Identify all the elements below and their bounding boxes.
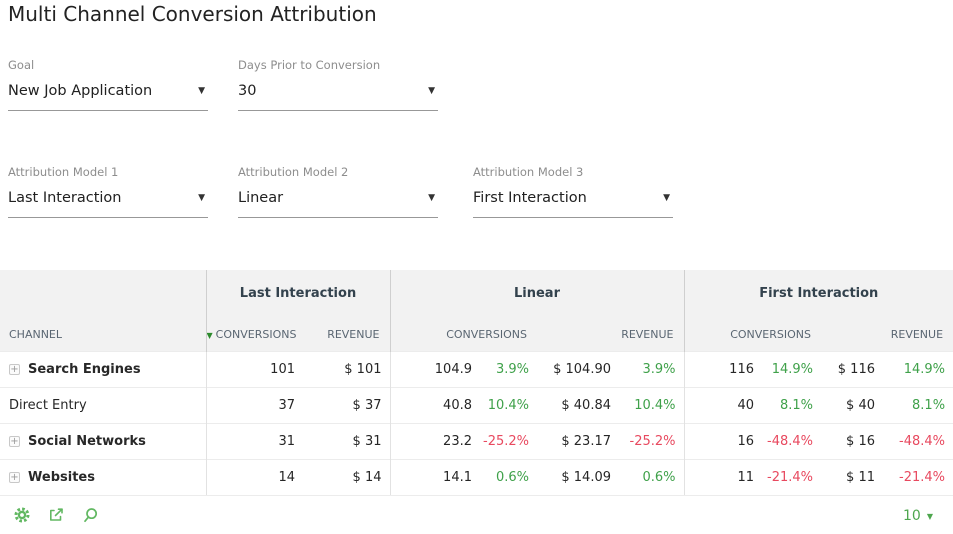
attribution-model-3-value: First Interaction — [473, 190, 587, 206]
linear-conversions-value: 14.1 — [389, 458, 480, 496]
first-revenue-evolution: -48.4% — [883, 422, 953, 459]
linear-conversions-evolution: 0.6% — [480, 458, 537, 496]
rows-per-page-value: 10 — [903, 508, 921, 524]
days-prior-select-value: 30 — [238, 83, 257, 99]
chevron-down-icon: ▼ — [198, 193, 205, 203]
goal-select-label: Goal — [8, 58, 35, 72]
group-title-first-interaction: First Interaction — [683, 270, 953, 316]
group-title-last-interaction: Last Interaction — [205, 270, 390, 316]
channel-name: Search Engines — [28, 361, 141, 377]
attribution-model-2-select[interactable]: Attribution Model 2 Linear ▼ — [238, 165, 438, 218]
chevron-down-icon: ▼ — [198, 86, 205, 96]
last-revenue-value: $ 14 — [303, 458, 390, 496]
search-icon[interactable] — [82, 507, 99, 524]
column-header-channel[interactable]: CHANNEL — [0, 270, 206, 351]
first-conversions-value: 11 — [683, 458, 762, 496]
linear-conversions-evolution: 10.4% — [480, 386, 537, 423]
first-revenue-evolution: 14.9% — [883, 350, 953, 387]
table-group-header-row: CHANNEL Last Interaction Linear First In… — [0, 270, 953, 351]
attribution-table: CHANNEL Last Interaction Linear First In… — [0, 270, 953, 496]
table-row-websites: + Websites 14 $ 14 14.1 0.6% $ 14.09 0.6%… — [0, 458, 953, 496]
column-header-first-conversions[interactable]: CONVERSIONS — [683, 316, 821, 351]
goal-select-value: New Job Application — [8, 83, 153, 99]
attribution-model-1-select[interactable]: Attribution Model 1 Last Interaction ▼ — [8, 165, 208, 218]
table-footer-controls — [13, 506, 99, 524]
linear-conversions-evolution: -25.2% — [480, 422, 537, 459]
page-title: Multi Channel Conversion Attribution — [8, 2, 377, 26]
chevron-down-icon: ▼ — [926, 511, 933, 521]
rows-per-page-selector[interactable]: 10 ▼ — [903, 508, 933, 524]
days-prior-select[interactable]: Days Prior to Conversion 30 ▼ — [238, 58, 438, 111]
linear-revenue-evolution: 0.6% — [619, 458, 684, 496]
attribution-model-1-label: Attribution Model 1 — [8, 165, 119, 179]
last-revenue-value: $ 37 — [303, 386, 390, 423]
linear-revenue-evolution: 10.4% — [619, 386, 684, 423]
last-conversions-value: 31 — [205, 422, 303, 459]
last-conversions-value: 14 — [205, 458, 303, 496]
last-revenue-value: $ 101 — [303, 350, 390, 387]
channel-cell[interactable]: + Websites — [0, 458, 206, 496]
linear-conversions-value: 23.2 — [389, 422, 480, 459]
linear-revenue-value: $ 23.17 — [537, 422, 619, 459]
table-row-search-engines: + Search Engines 101 $ 101 104.9 3.9% $ 1… — [0, 350, 953, 387]
attribution-model-2-label: Attribution Model 2 — [238, 165, 349, 179]
first-conversions-evolution: 8.1% — [762, 386, 821, 423]
goal-select[interactable]: Goal New Job Application ▼ — [8, 58, 208, 111]
linear-revenue-evolution: -25.2% — [619, 422, 684, 459]
chevron-down-icon: ▼ — [428, 86, 435, 96]
days-prior-select-label: Days Prior to Conversion — [238, 58, 381, 72]
last-conversions-value: 101 — [205, 350, 303, 387]
first-revenue-value: $ 11 — [821, 458, 883, 496]
last-conversions-value: 37 — [205, 386, 303, 423]
column-header-last-revenue[interactable]: REVENUE — [303, 316, 390, 351]
attribution-model-3-label: Attribution Model 3 — [473, 165, 584, 179]
linear-revenue-value: $ 40.84 — [537, 386, 619, 423]
attribution-model-1-value: Last Interaction — [8, 190, 122, 206]
linear-conversions-value: 104.9 — [389, 350, 480, 387]
export-icon[interactable] — [48, 507, 65, 523]
first-revenue-value: $ 116 — [821, 350, 883, 387]
first-revenue-evolution: 8.1% — [883, 386, 953, 423]
column-header-first-revenue[interactable]: REVENUE — [821, 316, 953, 351]
gear-icon[interactable] — [13, 506, 31, 524]
group-title-linear: Linear — [389, 270, 684, 316]
channel-cell[interactable]: + Social Networks — [0, 422, 206, 459]
linear-revenue-value: $ 14.09 — [537, 458, 619, 496]
sort-desc-icon: ▼ — [206, 330, 213, 340]
first-conversions-evolution: -21.4% — [762, 458, 821, 496]
channel-cell: Direct Entry — [0, 386, 206, 423]
last-revenue-value: $ 31 — [303, 422, 390, 459]
first-conversions-evolution: 14.9% — [762, 350, 821, 387]
first-conversions-value: 16 — [683, 422, 762, 459]
chevron-down-icon: ▼ — [428, 193, 435, 203]
channel-name: Social Networks — [28, 433, 146, 449]
linear-conversions-evolution: 3.9% — [480, 350, 537, 387]
linear-revenue-evolution: 3.9% — [619, 350, 684, 387]
channel-name: Websites — [28, 469, 95, 485]
first-revenue-value: $ 40 — [821, 386, 883, 423]
attribution-model-3-select[interactable]: Attribution Model 3 First Interaction ▼ — [473, 165, 673, 218]
expand-row-icon[interactable]: + — [9, 435, 20, 447]
column-header-linear-revenue[interactable]: REVENUE — [537, 316, 684, 351]
column-header-last-conversions[interactable]: ▼ CONVERSIONS — [205, 316, 303, 351]
first-conversions-value: 40 — [683, 386, 762, 423]
expand-row-icon[interactable]: + — [9, 363, 20, 375]
first-conversions-value: 116 — [683, 350, 762, 387]
table-row-social-networks: + Social Networks 31 $ 31 23.2 -25.2% $ 2… — [0, 422, 953, 459]
expand-row-icon[interactable]: + — [9, 471, 20, 483]
table-subheader-row: ▼ CONVERSIONS REVENUE CONVERSIONS REVENUE… — [0, 316, 953, 351]
channel-name: Direct Entry — [9, 397, 87, 413]
channel-cell[interactable]: + Search Engines — [0, 350, 206, 387]
attribution-model-2-value: Linear — [238, 190, 284, 206]
table-row-direct-entry: Direct Entry 37 $ 37 40.8 10.4% $ 40.84 … — [0, 386, 953, 423]
linear-revenue-value: $ 104.90 — [537, 350, 619, 387]
first-revenue-evolution: -21.4% — [883, 458, 953, 496]
linear-conversions-value: 40.8 — [389, 386, 480, 423]
column-header-linear-conversions[interactable]: CONVERSIONS — [389, 316, 537, 351]
chevron-down-icon: ▼ — [663, 193, 670, 203]
first-conversions-evolution: -48.4% — [762, 422, 821, 459]
first-revenue-value: $ 16 — [821, 422, 883, 459]
